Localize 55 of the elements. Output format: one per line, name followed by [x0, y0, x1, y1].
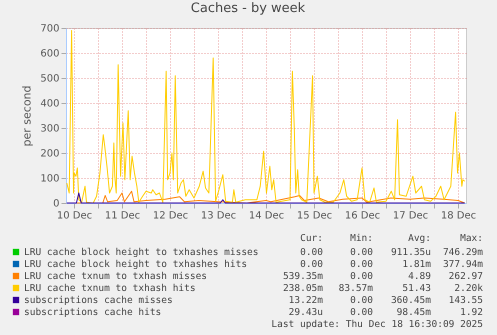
text: 262.97: [448, 271, 483, 282]
text: 2.20k: [454, 283, 484, 294]
x-tick-label: 17 Dec: [392, 210, 428, 222]
x-tick-label: 18 Dec: [440, 210, 476, 222]
text: Last update: Thu Dec 18 16:30:09 2025: [271, 319, 483, 330]
x-tick-label: 11 Dec: [104, 210, 140, 222]
text: 1.81m: [402, 259, 432, 270]
text: 0.00: [350, 247, 374, 258]
text: 911.35u: [390, 247, 431, 258]
text: 0.00: [350, 259, 374, 270]
text: 377.94m: [442, 259, 484, 270]
text: 0.00: [350, 307, 374, 318]
text: 4.89: [408, 271, 432, 282]
legend-label: subscriptions cache misses: [24, 295, 173, 306]
chart-title: Caches - by week: [190, 1, 306, 16]
y-tick-label: 0: [53, 198, 60, 210]
text: Cur:: [300, 233, 323, 244]
legend-label: LRU cache txnum to txhash hits: [24, 283, 196, 294]
text: 143.55: [448, 295, 483, 306]
text: 13.22m: [288, 295, 324, 306]
text: 1.92: [460, 307, 483, 318]
text: 0.00: [300, 247, 324, 258]
y-tick-label: 200: [40, 148, 60, 160]
legend-label: LRU cache txnum to txhash misses: [24, 271, 208, 282]
legend-label: LRU cache block height to txhashes hits: [24, 259, 248, 270]
text: 0.00: [350, 271, 374, 282]
x-tick-label: 16 Dec: [344, 210, 380, 222]
x-tick-label: 14 Dec: [248, 210, 284, 222]
y-tick-label: 300: [40, 124, 60, 134]
text: Avg:: [408, 233, 431, 244]
text: 539.35m: [282, 271, 324, 282]
x-tick-label: 12 Dec: [152, 210, 188, 222]
text: 360.45m: [390, 295, 432, 306]
text: 238.05m: [282, 283, 324, 294]
y-tick-label: 500: [40, 74, 60, 84]
x-tick-label: 13 Dec: [200, 210, 236, 222]
text: 98.45m: [396, 307, 432, 318]
legend-label: LRU cache block height to txhashes misses: [24, 247, 258, 258]
y-tick-label: 600: [40, 48, 60, 60]
y-tick-label: 700: [40, 24, 60, 34]
legend-label: subscriptions cache hits: [24, 307, 162, 318]
text: 51.43: [402, 283, 431, 294]
text: 0.00: [350, 295, 374, 306]
y-tick-label: 400: [40, 98, 60, 110]
x-tick-label: 15 Dec: [296, 210, 332, 222]
text: 29.43u: [288, 307, 323, 318]
text: Min:: [350, 233, 373, 244]
x-tick-label: 10 Dec: [56, 210, 92, 222]
text: 0.00: [300, 259, 324, 270]
text: Max:: [460, 233, 483, 244]
text: 83.57m: [338, 283, 374, 294]
line-series: [66, 30, 466, 204]
y-axis-title: per second: [20, 86, 34, 146]
y-tick-label: 100: [40, 174, 60, 184]
text: 746.29m: [442, 247, 484, 258]
